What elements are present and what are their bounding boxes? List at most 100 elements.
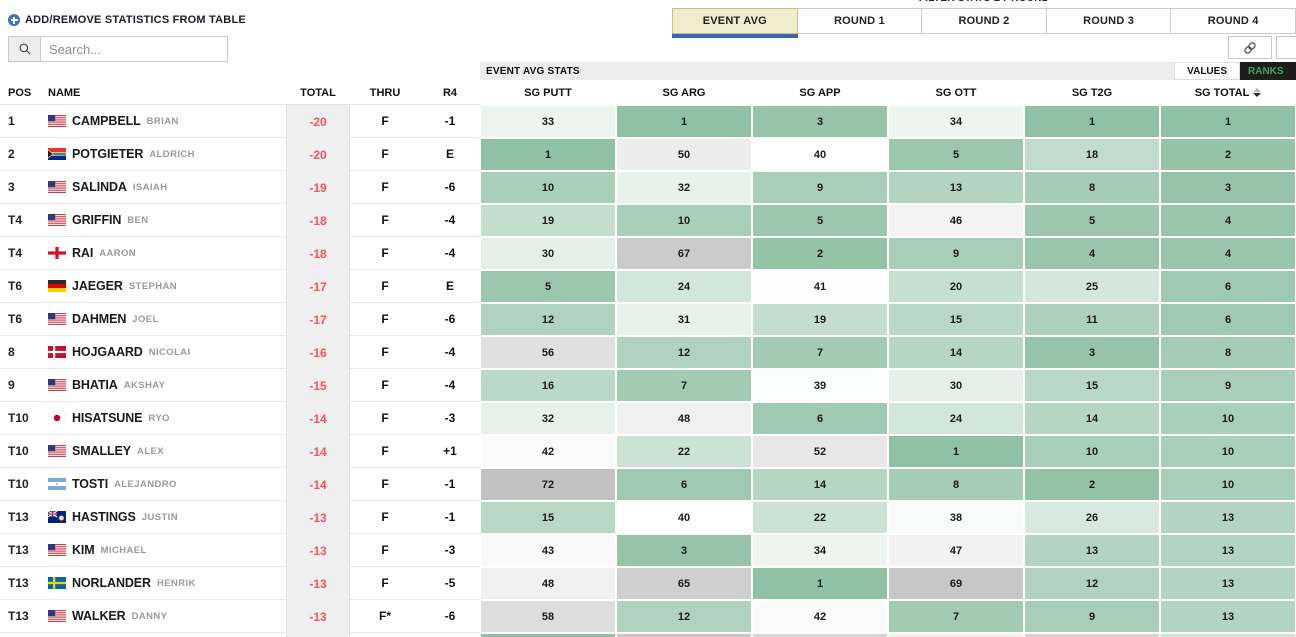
player-name-cell[interactable]: DAHMEN JOEL xyxy=(48,303,159,335)
table-row[interactable]: T6 JAEGER STEPHAN -17 F E 5 24 41 20 25 6 xyxy=(0,270,1296,303)
table-row[interactable]: T13 KIM MICHAEL -13 F -3 43 3 34 47 13 13 xyxy=(0,534,1296,567)
stat-rank-cell: 15 xyxy=(481,502,615,533)
tab-round-2[interactable]: ROUND 2 xyxy=(922,8,1047,34)
tab-round-1[interactable]: ROUND 1 xyxy=(797,8,923,34)
thru-cell: F xyxy=(381,576,389,590)
stat-rank-cell: 3 xyxy=(617,535,751,566)
add-remove-statistics-button[interactable]: ADD/REMOVE STATISTICS FROM TABLE xyxy=(8,14,246,26)
stat-rank-cell: 30 xyxy=(889,370,1023,401)
r4-score-cell: -6 xyxy=(444,180,456,194)
country-flag-icon xyxy=(48,148,66,160)
table-row[interactable]: T6 DAHMEN JOEL -17 F -6 12 31 19 15 11 6 xyxy=(0,303,1296,336)
stat-rank-cell: 65 xyxy=(617,568,751,599)
toolbar-partial-button[interactable] xyxy=(1276,36,1296,59)
total-score-cell: -14 xyxy=(286,468,350,501)
table-row[interactable]: 1 CAMPBELL BRIAN -20 F -1 33 1 3 34 1 1 xyxy=(0,105,1296,138)
thru-cell: F xyxy=(381,477,389,491)
position-cell: 1 xyxy=(8,114,15,128)
country-flag-icon xyxy=(48,544,66,556)
player-name-cell[interactable] xyxy=(48,633,78,637)
table-row[interactable]: T4 GRIFFIN BEN -18 F -4 19 10 5 46 5 4 xyxy=(0,204,1296,237)
row-left-section xyxy=(0,204,480,237)
row-left-section xyxy=(0,105,480,138)
r4-score-cell: -1 xyxy=(444,114,456,128)
player-name-cell[interactable]: BHATIA AKSHAY xyxy=(48,369,165,401)
player-name-cell[interactable]: KIM MICHAEL xyxy=(48,534,147,566)
player-name-cell[interactable]: HOJGAARD NICOLAI xyxy=(48,336,191,368)
player-last-name: DAHMEN xyxy=(72,312,127,326)
player-name-cell[interactable]: WALKER DANNY xyxy=(48,600,167,632)
player-name-cell[interactable]: RAI AARON xyxy=(47,237,136,269)
total-score-cell xyxy=(286,633,350,637)
search-input[interactable] xyxy=(40,36,228,62)
position-cell: 8 xyxy=(8,345,15,359)
table-row[interactable]: T4 RAI AARON -18 F -4 30 67 2 9 4 4 xyxy=(0,237,1296,270)
player-last-name: NORLANDER xyxy=(72,576,151,590)
player-name-cell[interactable]: TOSTI ALEJANDRO xyxy=(48,468,177,500)
country-flag-icon xyxy=(48,610,66,622)
player-first-name: JUSTIN xyxy=(141,511,178,523)
stat-rank-cell: 46 xyxy=(889,205,1023,236)
stat-rank-cell: 5 xyxy=(753,205,887,236)
row-left-section xyxy=(0,501,480,534)
table-row[interactable]: 3 SALINDA ISAIAH -19 F -6 10 32 9 13 8 3 xyxy=(0,171,1296,204)
country-flag-icon xyxy=(48,478,66,490)
table-row[interactable]: T13 NORLANDER HENRIK -13 F -5 48 65 1 69 12 1… xyxy=(0,567,1296,600)
share-link-button[interactable] xyxy=(1228,36,1272,59)
table-row[interactable]: 2 POTGIETER ALDRICH -20 F E 1 50 40 5 18 2 xyxy=(0,138,1296,171)
col-header-sg-total[interactable]: SG TOTAL xyxy=(1160,80,1296,105)
stat-rank-cell: 14 xyxy=(889,337,1023,368)
player-name-cell[interactable]: SMALLEY ALEX xyxy=(48,435,164,467)
stat-rank-cell: 22 xyxy=(753,502,887,533)
col-header-sg-putt[interactable]: SG PUTT xyxy=(524,86,572,99)
stat-rank-cell: 7 xyxy=(753,337,887,368)
table-row[interactable]: 9 BHATIA AKSHAY -15 F -4 16 7 39 30 15 9 xyxy=(0,369,1296,402)
thru-cell: F xyxy=(381,114,389,128)
total-score-cell: -13 xyxy=(286,600,350,633)
col-header-sg-ott[interactable]: SG OTT xyxy=(935,86,977,99)
player-name-cell[interactable]: GRIFFIN BEN xyxy=(48,204,149,236)
stat-rank-cell: 22 xyxy=(617,436,751,467)
table-row-partial[interactable] xyxy=(0,633,1296,637)
values-toggle-button[interactable]: VALUES xyxy=(1174,62,1240,80)
player-last-name: CAMPBELL xyxy=(72,114,141,128)
country-flag-icon xyxy=(48,379,66,391)
stat-rank-cell xyxy=(1161,634,1295,637)
stat-rank-cell: 31 xyxy=(617,304,751,335)
country-flag-icon xyxy=(48,115,66,127)
tab-round-3[interactable]: ROUND 3 xyxy=(1046,8,1172,34)
player-name-cell[interactable]: JAEGER STEPHAN xyxy=(48,270,177,302)
table-row[interactable]: T10 TOSTI ALEJANDRO -14 F -1 72 6 14 8 2 10 xyxy=(0,468,1296,501)
player-first-name: RYO xyxy=(148,412,170,424)
col-header-sg-arg[interactable]: SG ARG xyxy=(662,86,706,99)
player-name-cell[interactable]: SALINDA ISAIAH xyxy=(48,171,167,203)
table-row[interactable]: 8 HOJGAARD NICOLAI -16 F -4 56 12 7 14 3 8 xyxy=(0,336,1296,369)
stat-rank-cell: 13 xyxy=(889,172,1023,203)
player-name-cell[interactable]: POTGIETER ALDRICH xyxy=(48,138,195,170)
country-flag-icon xyxy=(48,181,66,193)
player-name-cell[interactable]: HISATSUNE RYO xyxy=(47,402,170,434)
player-name-cell[interactable]: CAMPBELL BRIAN xyxy=(48,105,179,137)
stat-cells: 10 32 9 13 8 3 xyxy=(480,171,1296,204)
player-first-name: JOEL xyxy=(132,313,159,325)
stat-rank-cell: 26 xyxy=(1025,502,1159,533)
col-header-sg-t2g[interactable]: SG T2G xyxy=(1071,86,1113,99)
total-score-cell: -18 xyxy=(286,204,350,237)
table-row[interactable]: T13 WALKER DANNY -13 F* -6 58 12 42 7 9 13 xyxy=(0,600,1296,633)
tab-event-avg[interactable]: EVENT AVG xyxy=(672,8,798,38)
row-left-section xyxy=(0,270,480,303)
stat-rank-cell: 72 xyxy=(481,469,615,500)
table-row[interactable]: T13 HASTINGS JUSTIN -13 F -1 15 40 22 38 26 1… xyxy=(0,501,1296,534)
player-name-cell[interactable]: NORLANDER HENRIK xyxy=(48,567,196,599)
col-header-sg-app[interactable]: SG APP xyxy=(799,86,841,99)
total-score-cell: -20 xyxy=(286,138,350,171)
stat-rank-cell: 24 xyxy=(889,403,1023,434)
table-row[interactable]: T10 HISATSUNE RYO -14 F -3 32 48 6 24 14 10 xyxy=(0,402,1296,435)
table-row[interactable]: T10 SMALLEY ALEX -14 F +1 42 22 52 1 10 10 xyxy=(0,435,1296,468)
country-flag-icon xyxy=(47,510,66,523)
row-left-section xyxy=(0,138,480,171)
tab-round-4[interactable]: ROUND 4 xyxy=(1171,8,1296,34)
col-header-r4: R4 xyxy=(442,86,458,99)
ranks-toggle-button[interactable]: RANKS xyxy=(1240,62,1296,80)
player-name-cell[interactable]: HASTINGS JUSTIN xyxy=(47,501,178,533)
